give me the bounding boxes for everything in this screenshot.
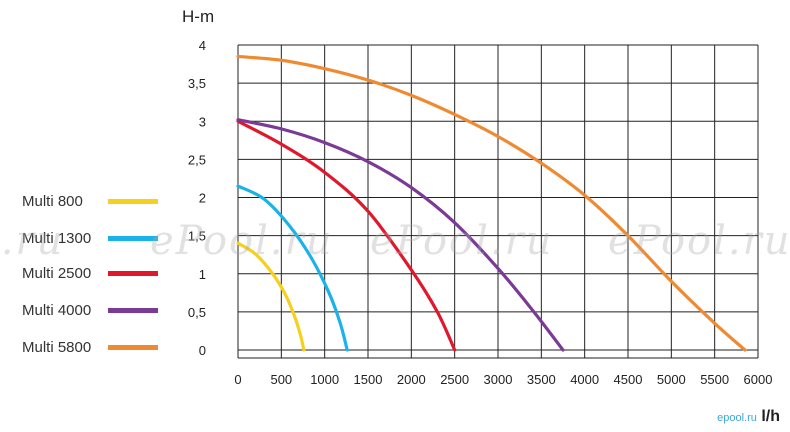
y-tick-label: 4 [199,38,206,53]
chart-axes [237,350,759,359]
x-tick-label: 4500 [614,372,643,387]
legend-item: Multi 1300 [22,228,158,248]
x-tick-label: 0 [234,372,241,387]
legend-item: Multi 4000 [22,300,158,320]
legend-label: Multi 5800 [22,338,92,356]
y-tick-label: 1,5 [188,229,206,244]
x-tick-label: 2500 [440,372,469,387]
x-tick-label: 2000 [397,372,426,387]
y-tick-label: 0,5 [188,305,206,320]
watermark: ePool.ru [370,218,554,264]
x-tick-label: 3500 [527,372,556,387]
series-line-multi-2500 [236,119,457,352]
y-tick-label: 3,5 [188,76,206,91]
x-tick-label: 5500 [700,372,729,387]
series-line-multi-800 [236,241,306,352]
y-axis-label: H-m [182,7,214,26]
chart-series [236,54,747,352]
legend-label: Multi 4000 [22,301,92,319]
x-axis-unit: l/h [761,408,780,425]
x-tick-label: 6000 [744,372,773,387]
legend-label: Multi 2500 [22,264,92,282]
chart-grid [237,44,759,351]
y-tick-label: 0 [199,343,206,358]
x-tick-labels: 0 500 1000 1500 2000 2500 3000 3500 4000 4500 5000… [234,372,772,387]
watermark: l.ru [0,218,65,264]
legend-swatch [108,344,158,350]
legend-label: Multi 800 [22,192,83,210]
x-tick-label: 1500 [354,372,383,387]
x-tick-label: 5000 [657,372,686,387]
series-line-multi-4000 [236,118,565,352]
legend-swatch [108,235,158,241]
brand-logo: epool.ru [717,412,757,424]
legend-item: Multi 800 [22,191,158,211]
y-tick-label: 1 [199,267,206,282]
legend-swatch [108,270,158,276]
y-tick-labels: 0 0,5 1 1,5 2 2,5 3 3,5 4 [188,38,206,358]
footer-mark: epool.ru l/h [717,408,780,426]
y-tick-label: 2 [199,191,206,206]
x-tick-label: 3000 [484,372,513,387]
legend-item: Multi 2500 [22,263,158,283]
watermark: ePool.ru [608,218,790,264]
watermark: ePool.ru [150,218,334,264]
series-line-multi-1300 [236,184,349,352]
x-tick-label: 500 [270,372,292,387]
legend-label: Multi 1300 [22,229,92,247]
legend-item: Multi 5800 [22,337,158,357]
legend-swatch [108,307,158,313]
y-tick-label: 3 [199,114,206,129]
series-line-multi-5800 [236,54,747,352]
y-tick-label: 2,5 [188,152,206,167]
x-tick-label: 1000 [310,372,339,387]
legend-swatch [108,198,158,204]
x-tick-label: 4000 [570,372,599,387]
